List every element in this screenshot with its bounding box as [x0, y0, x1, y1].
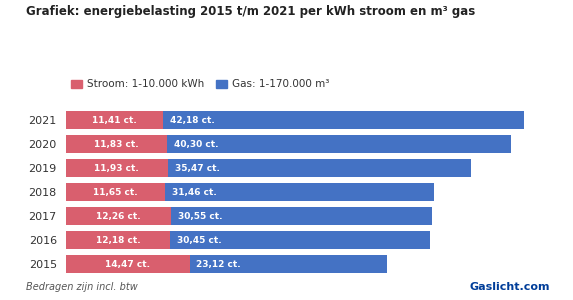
Text: 31,46 ct.: 31,46 ct. [172, 188, 217, 196]
Text: Grafiek: energiebelasting 2015 t/m 2021 per kWh stroom en m³ gas: Grafiek: energiebelasting 2015 t/m 2021 … [26, 4, 475, 17]
Bar [163, 111, 524, 129]
Bar [66, 255, 190, 273]
Bar [167, 135, 511, 153]
Text: 11,41 ct.: 11,41 ct. [92, 116, 137, 124]
Bar [66, 231, 170, 249]
Text: 23,12 ct.: 23,12 ct. [197, 260, 241, 268]
Text: 42,18 ct.: 42,18 ct. [170, 116, 215, 124]
Text: Bedragen zijn incl. btw: Bedragen zijn incl. btw [26, 283, 138, 292]
Bar [66, 111, 163, 129]
Bar [66, 207, 171, 225]
Bar [190, 255, 387, 273]
Text: 11,93 ct.: 11,93 ct. [95, 164, 139, 172]
Text: 30,45 ct.: 30,45 ct. [177, 236, 221, 244]
Text: 12,26 ct.: 12,26 ct. [96, 212, 140, 220]
Bar [66, 159, 168, 177]
Bar [168, 159, 471, 177]
Text: 40,30 ct.: 40,30 ct. [174, 140, 218, 148]
Text: 14,47 ct.: 14,47 ct. [105, 260, 150, 268]
Bar [171, 207, 431, 225]
Bar [66, 135, 167, 153]
Bar [66, 183, 166, 201]
Text: 11,65 ct.: 11,65 ct. [93, 188, 138, 196]
Text: 30,55 ct.: 30,55 ct. [178, 212, 222, 220]
Legend: Stroom: 1-10.000 kWh, Gas: 1-170.000 m³: Stroom: 1-10.000 kWh, Gas: 1-170.000 m³ [71, 80, 329, 89]
Text: 35,47 ct.: 35,47 ct. [175, 164, 219, 172]
Text: 12,18 ct.: 12,18 ct. [96, 236, 140, 244]
Bar [166, 183, 434, 201]
Text: 11,83 ct.: 11,83 ct. [94, 140, 139, 148]
Bar [170, 231, 430, 249]
Text: Gaslicht.com: Gaslicht.com [470, 283, 550, 292]
